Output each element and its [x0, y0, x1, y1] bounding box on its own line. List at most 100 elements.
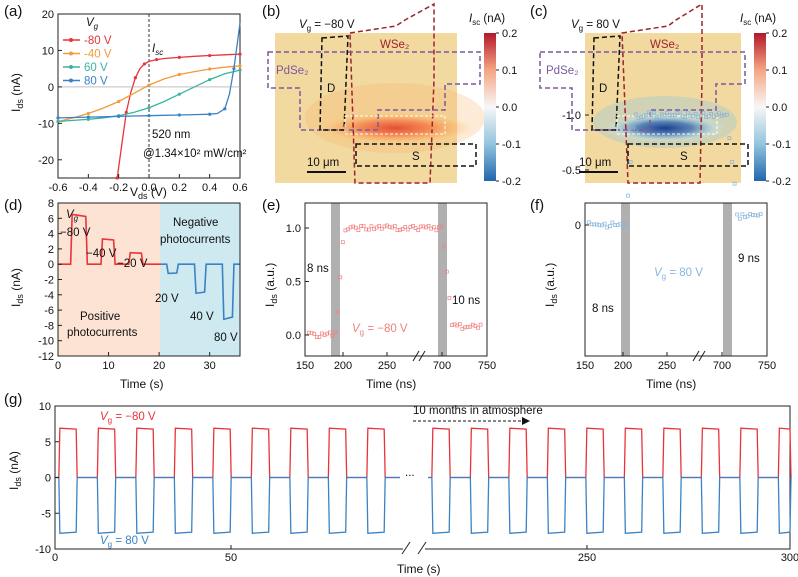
panel-e-point — [340, 240, 345, 245]
panel-g-xtick-label: 250 — [578, 552, 596, 564]
colorbar-tick-label: 0.1 — [502, 65, 517, 77]
panel-g-xtick-label: 50 — [225, 552, 237, 564]
panel-e-rise-label: 8 ns — [307, 263, 329, 275]
panel-d-ytick-label: -6 — [44, 305, 54, 317]
panel-b-source-electrode — [355, 143, 477, 167]
panel-a-point — [117, 99, 121, 104]
panel-d-vg-m20: −20 V — [117, 258, 148, 270]
panel-f-point — [672, 113, 677, 117]
colorbar-tick-label: -0.1 — [502, 139, 521, 151]
panel-f-point — [748, 212, 753, 217]
panel-a-point — [208, 78, 212, 82]
panel-a-xtick-label: 0.6 — [232, 182, 247, 194]
panel-a-point — [208, 67, 212, 71]
panel-f-point — [639, 115, 643, 119]
panel-e-point — [377, 224, 382, 228]
panel-a-ylabel: Ids (nA) — [9, 73, 25, 112]
panel-a-legend-marker — [69, 38, 73, 42]
panel-b-colorbar-label: Isc (nA) — [469, 13, 505, 27]
panel-f-xlabel: Time (ns) — [646, 377, 696, 391]
panel-c-map: Vg = 80 V PdSe₂ WSe₂ D S 10 μm Isc (nA) … — [539, 2, 791, 188]
panel-a-legend-marker — [69, 65, 73, 69]
panel-e-rise-band — [331, 203, 340, 356]
colorbar-tick-label: 0.1 — [772, 65, 787, 77]
panel-a-point — [147, 114, 151, 118]
panel-e-point — [403, 225, 408, 229]
panel-e-point — [444, 269, 449, 274]
panel-c-inner-channel — [616, 115, 718, 135]
panel-c-pdse2-outline — [539, 51, 746, 131]
panel-b-wse2-outline — [349, 2, 435, 184]
panel-g-xtick-label: 300 — [781, 552, 798, 564]
panel-d-negative-region — [160, 203, 240, 356]
panel-a-ytick-label: -20 — [38, 155, 54, 167]
panel-c-hotspot — [605, 114, 725, 142]
panel-e-frame — [304, 202, 488, 357]
panel-f-point — [678, 110, 682, 115]
panel-f-break-1 — [692, 350, 700, 362]
panel-d-vg-m40: −40 V — [86, 248, 117, 260]
panel-d-xtick-label: 0 — [55, 360, 61, 372]
panel-d-vg-40: 40 V — [190, 311, 214, 323]
panel-f-point — [654, 115, 659, 120]
panel-e-point — [476, 325, 480, 330]
colorbar-tick-label: 0.0 — [772, 102, 787, 114]
panel-b-scale-label: 10 μm — [307, 157, 339, 169]
panel-e-point — [408, 224, 413, 229]
panel-f-point — [623, 221, 628, 226]
panel-a-series-3 — [57, 23, 241, 119]
panel-f-point — [706, 113, 711, 118]
panel-e-xtick-label: 200 — [334, 360, 352, 372]
panel-f-xtick-label: 150 — [576, 360, 594, 372]
panel-a-legend-item: -40 V — [84, 49, 112, 61]
panel-e-point — [439, 224, 444, 229]
panel-e-point — [330, 334, 335, 338]
panel-a-ytick-label: 10 — [42, 45, 54, 57]
panel-f-point — [680, 114, 685, 119]
panel-f-point — [693, 112, 698, 116]
panel-e-point — [387, 225, 392, 229]
panel-e-point — [405, 227, 410, 232]
panel-a-power: @1.34×10² mW/cm² — [143, 148, 247, 160]
panel-a-point — [147, 83, 151, 87]
panel-f-point — [698, 113, 703, 118]
panel-e-point — [478, 322, 483, 327]
panel-g-trace-blue — [55, 476, 792, 534]
panel-e-point — [395, 228, 400, 233]
panel-a-point — [208, 53, 212, 58]
panel-e-point — [450, 323, 454, 327]
panel-f-point — [727, 136, 732, 140]
panel-e-point — [369, 224, 374, 229]
panel-d-trace-positive — [58, 213, 162, 265]
panel-f-point — [662, 113, 667, 117]
panel-c-source-electrode — [627, 143, 749, 167]
panel-e-xtick-label: 150 — [296, 360, 314, 372]
panel-c-title: Vg = 80 V — [571, 19, 620, 33]
panel-label-f: (f) — [530, 197, 544, 214]
panel-d-vg-m80: −80 V — [60, 227, 91, 239]
panel-d-ytick-label: 0 — [48, 259, 54, 271]
panel-f-point — [737, 216, 742, 221]
panel-f-point — [652, 110, 656, 115]
panel-e-fall-band — [438, 203, 447, 356]
panel-f-point — [717, 111, 721, 116]
panel-f-point — [750, 213, 755, 217]
colorbar-tick-label: 0.2 — [772, 28, 787, 40]
panel-f-point — [594, 222, 599, 227]
colorbar-tick-label: 0.2 — [502, 28, 517, 40]
panel-a-ytick-label: -10 — [38, 118, 54, 130]
panel-f-point — [670, 113, 675, 117]
panel-g-ellipsis: ... — [405, 467, 415, 479]
panel-e-xtick-label: 750 — [478, 360, 496, 372]
panel-g-break-mark-1 — [401, 541, 411, 555]
panel-g-ytick-label: -10 — [35, 544, 51, 556]
panel-e-point — [364, 227, 369, 232]
panel-e-point — [416, 228, 421, 232]
panel-a-point — [223, 107, 227, 111]
panel-e-point — [317, 335, 322, 339]
panel-d-vg-80: 80 V — [214, 332, 238, 344]
panel-f-point — [626, 193, 630, 198]
panel-b-wse2-label: WSe₂ — [380, 39, 409, 51]
panel-e-rise-chart: 150 200 250 700 750 0.0 0.5 1.0 Time (ns) Ids (… — [263, 202, 496, 391]
